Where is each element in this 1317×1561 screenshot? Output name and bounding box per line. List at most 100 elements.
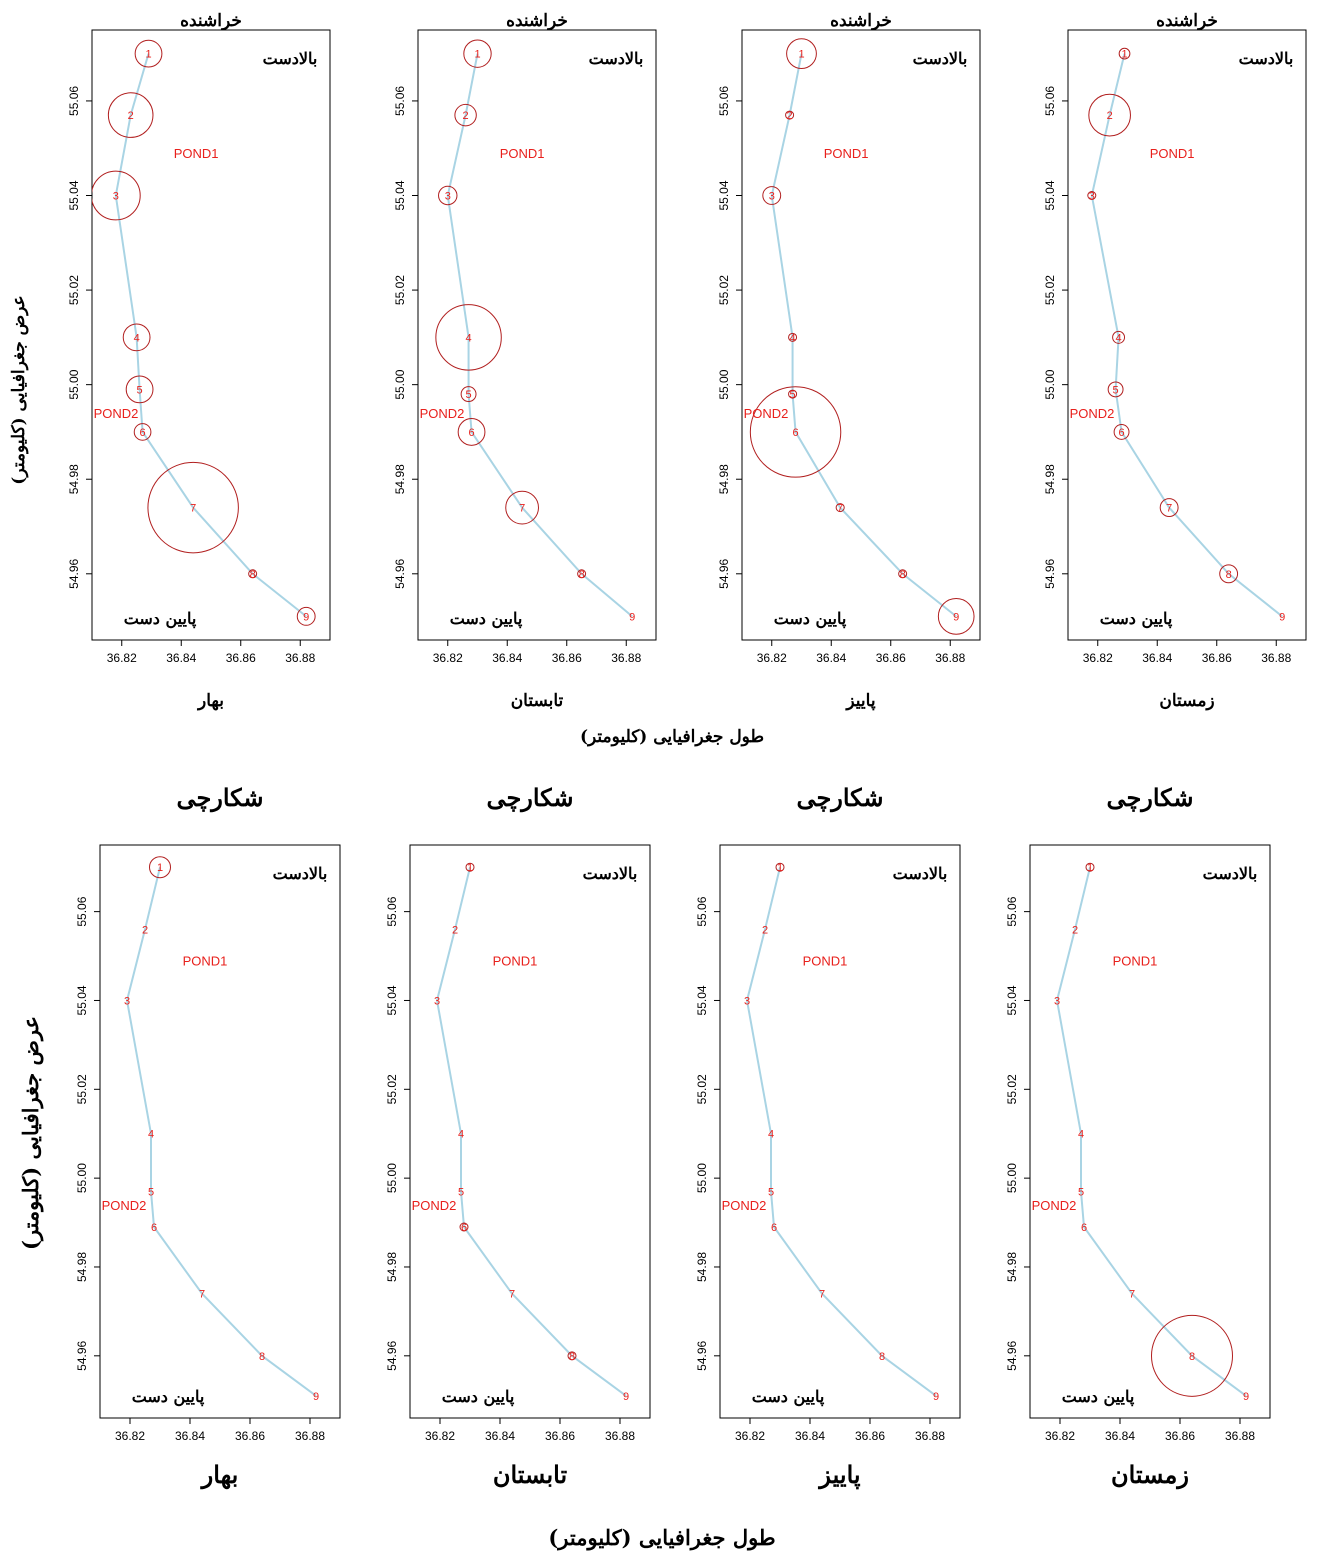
y-tick-label: 55.00 [1005,1163,1019,1193]
abundance-circle-1 [465,862,475,872]
upstream-label: بالادست [583,864,638,883]
station-label: 3 [769,191,775,203]
y-tick-label: 55.00 [385,1163,399,1193]
pond1-label: POND1 [803,953,848,968]
y-tick-label: 54.96 [695,1340,709,1370]
x-tick-label: 36.82 [425,1429,455,1443]
panel-title: خراشنده [1156,11,1218,31]
y-tick-label: 54.96 [385,1340,399,1370]
station-label: 7 [509,1289,515,1301]
x-tick-label: 36.88 [935,651,965,665]
x-tick-label: 36.84 [485,1429,515,1443]
abundance-circle-9 [296,606,316,626]
abundance-circle-4 [788,332,798,342]
pond2-label: POND2 [722,1198,767,1213]
abundance-circle-7 [147,461,239,554]
y-tick-label: 54.98 [717,464,731,494]
y-tick-label: 55.00 [1043,369,1057,399]
station-label: 5 [466,389,472,401]
pond2-label: POND2 [1070,406,1115,421]
station-label: 8 [569,1351,575,1363]
panel-title: شکارچی [176,783,263,813]
abundance-circle-6 [459,1222,469,1232]
y-tick-label: 55.06 [717,86,731,116]
y-tick-label: 54.98 [695,1252,709,1282]
station-label: 5 [1078,1186,1084,1198]
season-label: بهار [200,1460,239,1490]
pond2-label: POND2 [1032,1198,1077,1213]
station-label: 2 [142,924,148,936]
station-label: 1 [157,862,163,874]
x-tick-label: 36.84 [492,651,522,665]
x-tick-label: 36.86 [552,651,582,665]
abundance-circle-3 [92,170,141,221]
abundance-circle-5 [460,386,477,403]
plot-frame [91,29,331,641]
station-label: 9 [623,1391,629,1403]
abundance-circle-6 [749,386,842,478]
station-label: 6 [771,1222,777,1234]
upstream-label: بالادست [589,49,644,68]
downstream-label: پایین دست [752,1387,825,1407]
y-tick-label: 54.98 [393,464,407,494]
pond2-label: POND2 [744,406,789,421]
abundance-circle-4 [122,323,151,352]
pond2-label: POND2 [102,1198,147,1213]
panel-6: شکارچی پاییز 36.82 36.84 36.86 36.88 54.96 54.9… [695,783,961,1490]
river-track-line [125,866,317,1397]
pond1-label: POND1 [500,146,545,161]
y-tick-label: 55.06 [67,86,81,116]
y-tick-label: 54.98 [385,1252,399,1282]
plot-frame [409,844,651,1419]
y-tick-label: 54.96 [1043,558,1057,588]
station-label: 7 [819,1289,825,1301]
x-tick-label: 36.82 [735,1429,765,1443]
station-label: 2 [452,924,458,936]
station-label: 2 [463,110,469,122]
y-tick-label: 55.06 [695,896,709,926]
station-label: 4 [458,1129,464,1141]
station-label: 8 [1226,569,1232,581]
y-tick-label: 55.02 [75,1074,89,1104]
y-tick-label: 54.96 [1005,1340,1019,1370]
y-tick-label: 55.02 [1043,275,1057,305]
season-label: بهار [196,691,224,711]
abundance-circle-2 [454,103,477,127]
x-tick-label: 36.86 [226,651,256,665]
x-tick-label: 36.84 [1142,651,1172,665]
abundance-circles [749,38,975,635]
station-label: 8 [900,569,906,581]
abundance-circle-2 [785,110,795,120]
panel-title: خراشنده [180,11,242,31]
season-label: زمستان [1159,691,1214,711]
panel-0: خراشنده بهار 36.82 36.84 36.86 36.88 54.96 54.9… [67,11,331,711]
x-tick-label: 36.88 [605,1429,635,1443]
abundance-circles [1085,862,1233,1397]
station-label: 3 [434,995,440,1007]
station-label: 6 [1081,1222,1087,1234]
abundance-circle-5 [788,389,798,399]
station-label: 3 [744,995,750,1007]
x-tick-label: 36.88 [611,651,641,665]
y-tick-label: 55.00 [393,369,407,399]
station-label: 6 [1118,427,1124,439]
group-1-xlabel: طول جغرافیایی (کلیومتر) [548,1525,775,1551]
downstream-label: پایین دست [1100,609,1173,629]
x-tick-label: 36.84 [1105,1429,1135,1443]
y-tick-label: 54.98 [1005,1252,1019,1282]
abundance-circle-8 [567,1351,577,1361]
x-tick-label: 36.82 [1083,651,1113,665]
abundance-circle-1 [134,39,163,68]
y-tick-label: 55.06 [393,86,407,116]
station-label: 8 [879,1351,885,1363]
abundance-circle-2 [1088,93,1131,137]
pond2-label: POND2 [412,1198,457,1213]
downstream-label: پایین دست [124,609,197,629]
station-label: 7 [519,503,525,515]
abundance-circle-1 [786,38,817,70]
y-tick-label: 55.04 [75,985,89,1015]
plot-frame [1067,29,1307,641]
river-track-line [446,53,633,618]
